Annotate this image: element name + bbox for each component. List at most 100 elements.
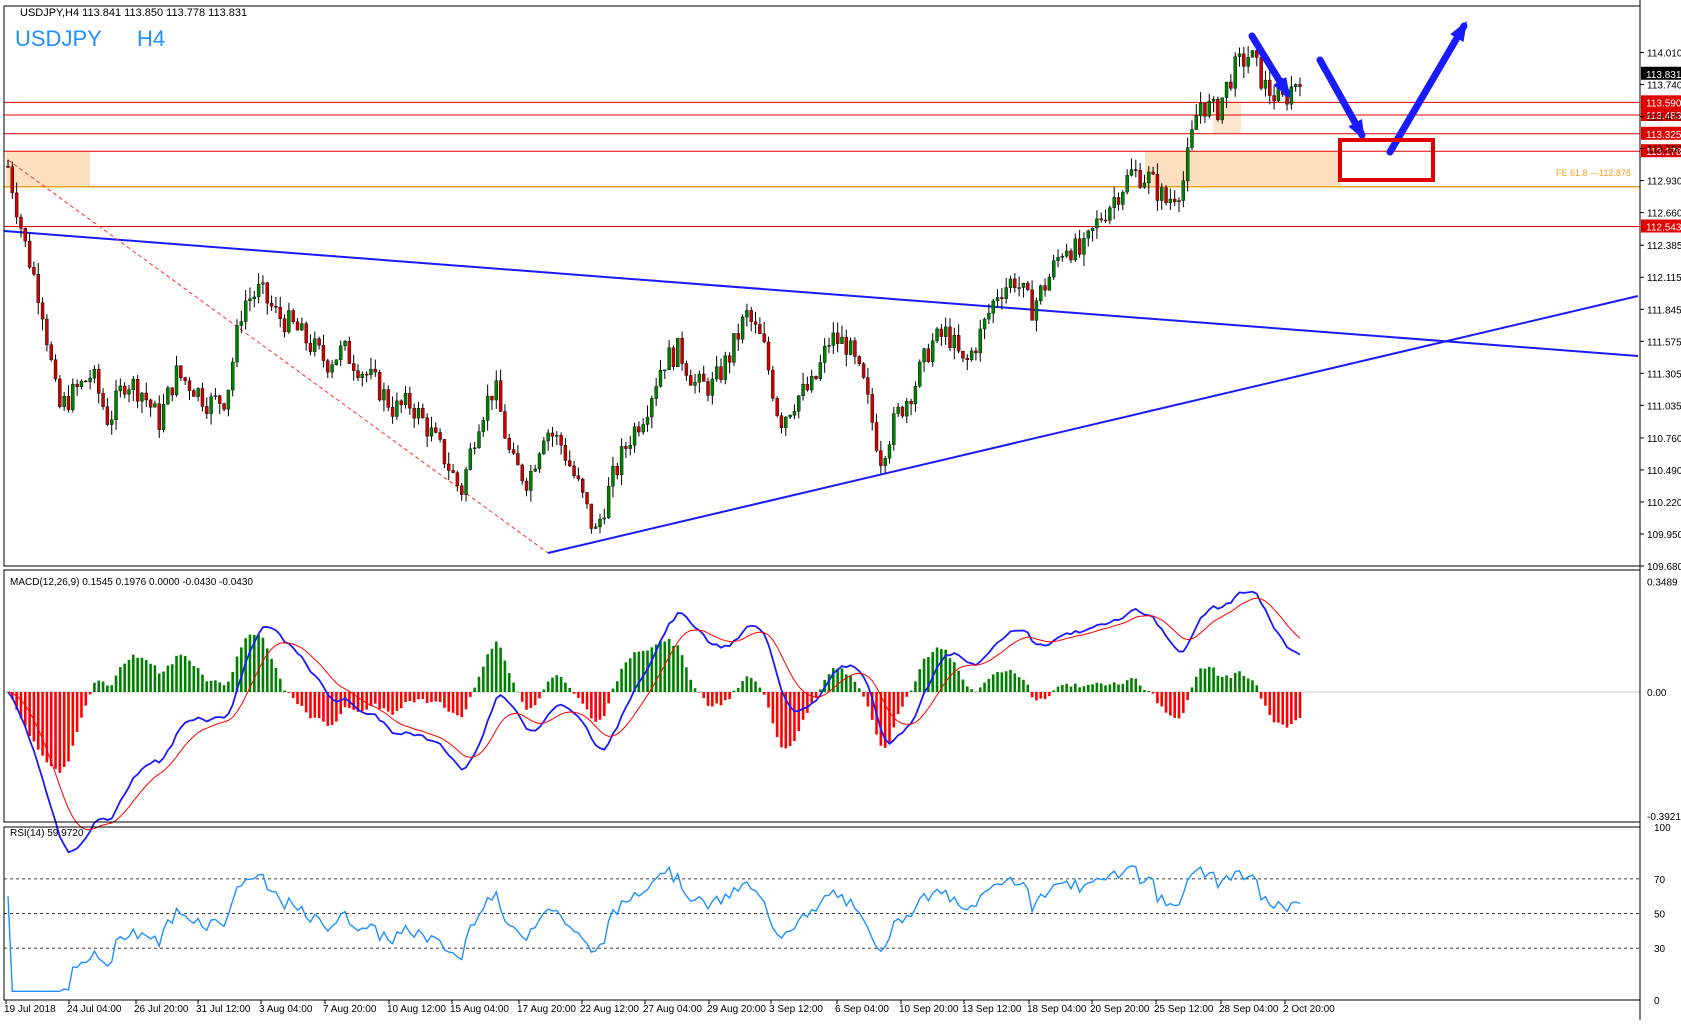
symbol-title: USDJPY — [15, 26, 102, 51]
macd-histogram-bar — [335, 692, 338, 722]
macd-histogram-bar — [698, 692, 701, 693]
macd-tick-label: 0.3489 — [1647, 578, 1678, 589]
price-level-label: 113.590 — [1646, 98, 1681, 109]
bearish-candle — [218, 395, 222, 404]
bearish-candle — [390, 407, 395, 417]
bullish-candle — [1090, 227, 1095, 232]
macd-histogram-bar — [577, 692, 580, 698]
macd-histogram-bar — [1199, 668, 1202, 692]
price-tick-label: 110.760 — [1647, 434, 1681, 445]
price-level-badge — [1641, 95, 1681, 109]
bullish-candle — [300, 323, 304, 331]
bearish-candle — [10, 166, 15, 194]
macd-histogram-bar — [944, 649, 947, 692]
bullish-candle — [1008, 278, 1013, 288]
macd-histogram-bar — [1048, 692, 1051, 697]
time-tick-label: 20 Sep 20:00 — [1090, 1004, 1150, 1015]
bearish-candle — [1000, 297, 1004, 299]
macd-histogram-bar — [106, 685, 109, 692]
macd-histogram-bar — [603, 692, 606, 717]
bullish-candle — [892, 413, 896, 445]
macd-histogram-bar — [564, 682, 567, 692]
bearish-candle — [425, 417, 429, 437]
bearish-candle — [144, 392, 148, 401]
bearish-candle — [1026, 282, 1030, 290]
bullish-candle — [243, 300, 248, 322]
bullish-candle — [1250, 50, 1255, 58]
price-tick-label: 110.220 — [1647, 498, 1681, 509]
price-tick-label: 109.950 — [1647, 530, 1681, 541]
bearish-candle — [1103, 219, 1108, 222]
macd-histogram-bar — [153, 665, 157, 692]
macd-histogram-bar — [650, 647, 654, 692]
bullish-candle — [801, 383, 805, 397]
macd-histogram-bar — [1225, 675, 1228, 692]
macd-histogram-bar — [1169, 692, 1172, 716]
macd-histogram-bar — [728, 692, 731, 699]
bullish-candle — [918, 361, 922, 387]
bearish-candle — [572, 465, 576, 476]
macd-histogram-bar — [775, 692, 779, 738]
bullish-candle — [468, 448, 473, 470]
macd-histogram-bar — [257, 634, 260, 692]
bearish-candle — [1255, 50, 1259, 58]
rsi-line — [7, 865, 1301, 993]
price-level-label: 113.325 — [1646, 130, 1681, 141]
bullish-candle — [1194, 115, 1198, 130]
time-tick-label: 27 Aug 04:00 — [643, 1004, 702, 1015]
macd-histogram-bar — [1052, 690, 1055, 692]
macd-histogram-bar — [529, 692, 533, 709]
projected-up-arrow-head — [1450, 20, 1468, 42]
bearish-candle — [1116, 197, 1121, 205]
bullish-candle — [982, 318, 987, 330]
macd-histogram-bar — [119, 667, 122, 692]
bullish-candle — [818, 362, 823, 379]
bearish-candle — [680, 337, 684, 364]
bullish-candle — [1095, 218, 1099, 229]
bearish-candle — [568, 460, 572, 467]
bearish-candle — [53, 359, 58, 380]
bullish-candle — [896, 406, 900, 414]
bullish-candle — [619, 446, 624, 475]
time-tick-label: 15 Aug 04:00 — [450, 1004, 509, 1015]
bullish-candle — [131, 378, 136, 390]
time-tick-label: 3 Sep 12:00 — [769, 1004, 823, 1015]
macd-histogram-bar — [1246, 678, 1250, 692]
bearish-candle — [684, 363, 689, 376]
macd-histogram-bar — [438, 692, 442, 702]
header-info-text: USDJPY,H4 113.841 113.850 113.778 113.83… — [20, 7, 247, 19]
macd-histogram-bar — [1112, 682, 1116, 692]
macd-histogram-bar — [80, 692, 83, 718]
time-tick-label: 22 Aug 12:00 — [580, 1004, 639, 1015]
macd-histogram-bar — [767, 692, 770, 708]
macd-histogram-bar — [1290, 692, 1293, 724]
bullish-candle — [140, 392, 144, 402]
bearish-candle — [101, 393, 105, 407]
macd-histogram-bar — [810, 692, 814, 704]
bullish-candle — [1160, 187, 1164, 201]
macd-tick-label: 0.00 — [1647, 688, 1667, 699]
macd-histogram-bar — [1160, 692, 1164, 707]
bearish-candle — [434, 427, 438, 433]
macd-histogram-bar — [1074, 683, 1077, 692]
macd-histogram-bar — [322, 692, 325, 722]
macd-histogram-bar — [654, 644, 658, 692]
macd-histogram-bar — [291, 692, 295, 699]
macd-histogram-bar — [620, 668, 623, 692]
bullish-candle — [1017, 287, 1021, 289]
bearish-candle — [563, 445, 568, 461]
bearish-candle — [326, 360, 330, 373]
macd-histogram-bar — [1134, 678, 1138, 692]
bullish-candle — [71, 383, 75, 410]
bearish-candle — [1229, 81, 1233, 89]
macd-histogram-bar — [922, 658, 926, 692]
time-tick-label: 6 Sep 04:00 — [835, 1004, 889, 1015]
bullish-candle — [641, 424, 645, 433]
macd-histogram-bar — [166, 665, 170, 692]
macd-histogram-bar — [460, 692, 464, 718]
macd-histogram-bar — [110, 685, 114, 692]
bullish-candle — [1198, 102, 1203, 117]
macd-histogram-bar — [555, 675, 559, 692]
